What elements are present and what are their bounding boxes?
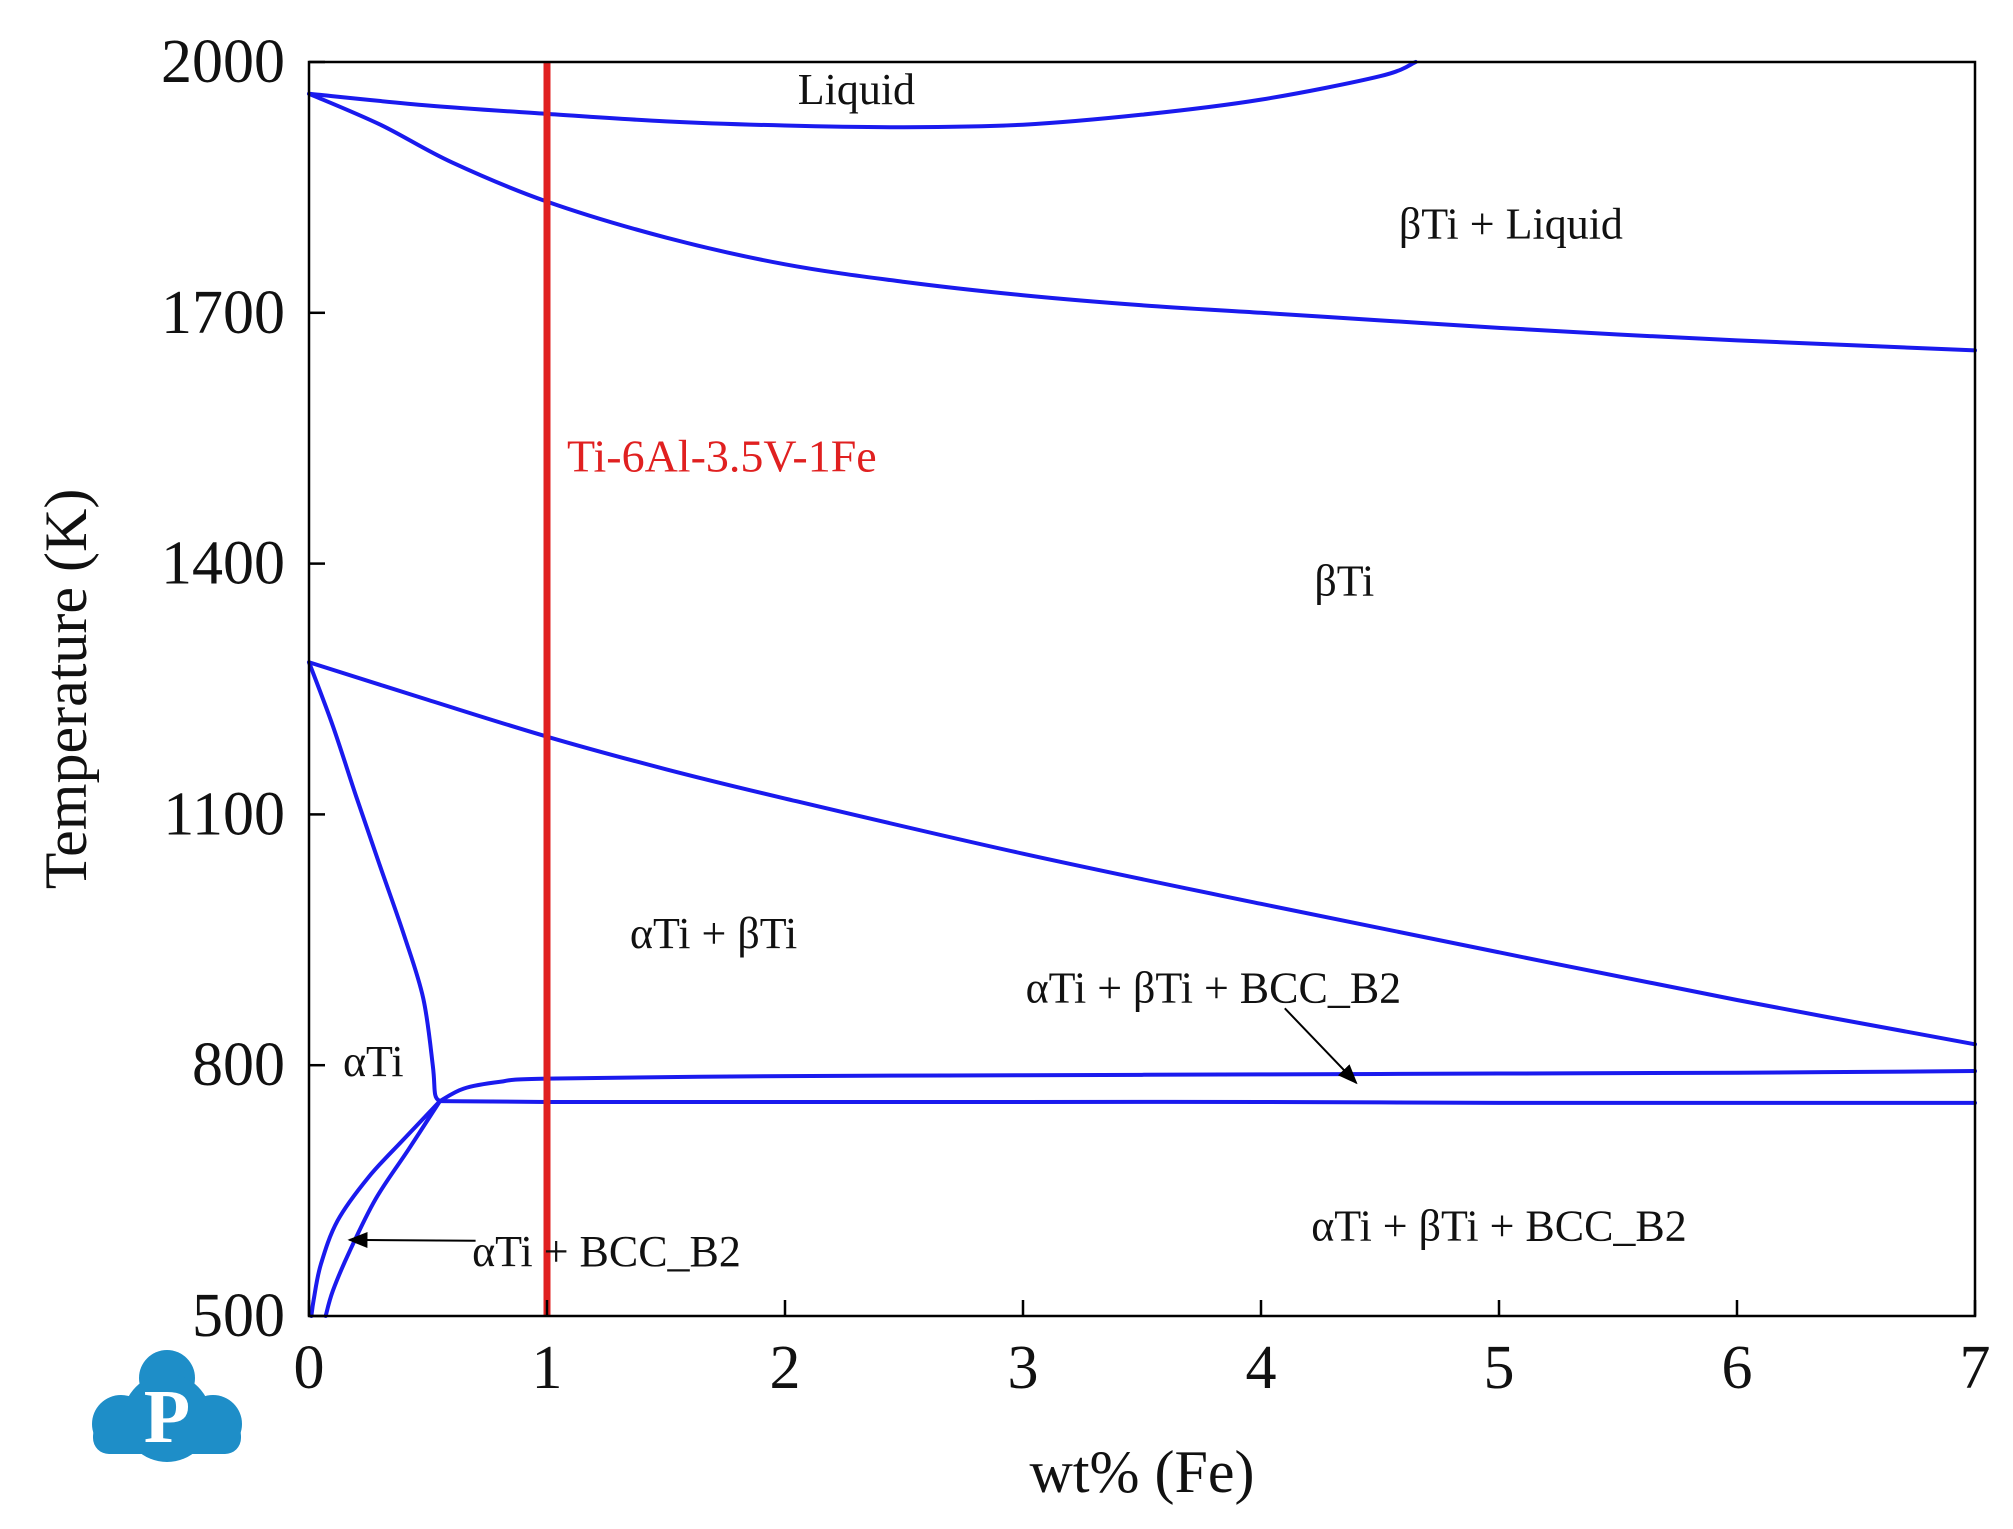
x-tick-label: 2 bbox=[770, 1334, 801, 1402]
y-axis-ticks: 500 800 1100 1400 1700 2000 bbox=[161, 28, 325, 1350]
alloy-composition-line: Ti-6Al-3.5V-1Fe bbox=[543, 62, 877, 1316]
region-label: αTi + βTi + BCC_B2 bbox=[1311, 1202, 1687, 1251]
y-tick-label: 2000 bbox=[161, 28, 285, 96]
region-label: βTi bbox=[1314, 556, 1374, 605]
x-tick-label: 5 bbox=[1484, 1334, 1515, 1402]
annotation-arrow bbox=[1284, 1007, 1358, 1085]
y-tick-label: 500 bbox=[192, 1282, 285, 1350]
region-label: αTi + βTi + BCC_B2 bbox=[1026, 963, 1402, 1012]
plot-frame bbox=[307, 60, 1977, 1318]
y-tick-label: 1100 bbox=[163, 780, 285, 848]
annotation-arrow bbox=[347, 1232, 476, 1249]
x-axis-title: wt% (Fe) bbox=[1030, 1439, 1255, 1505]
phase-boundary-6 bbox=[309, 1099, 442, 1318]
region-label: βTi + Liquid bbox=[1399, 199, 1623, 248]
phase-boundary-0 bbox=[307, 60, 1418, 130]
phase-boundary-lines bbox=[307, 60, 1977, 1318]
x-tick-label: 3 bbox=[1008, 1334, 1039, 1402]
annotation-arrows bbox=[347, 1007, 1358, 1249]
region-label: αTi bbox=[343, 1037, 404, 1086]
y-tick-label: 1400 bbox=[161, 530, 285, 598]
x-axis-ticks: 0 1 2 3 4 5 6 7 bbox=[294, 1300, 1991, 1402]
phase-region-labels: Liquid βTi + Liquid βTi αTi + βTi αTi + βTi … bbox=[343, 65, 1687, 1276]
x-tick-label: 6 bbox=[1722, 1334, 1753, 1402]
y-tick-label: 1700 bbox=[161, 279, 285, 347]
y-tick-label: 800 bbox=[192, 1031, 285, 1099]
x-tick-label: 4 bbox=[1246, 1334, 1277, 1402]
x-tick-label: 1 bbox=[532, 1334, 563, 1402]
x-tick-label: 7 bbox=[1960, 1334, 1991, 1402]
x-tick-label: 0 bbox=[294, 1334, 325, 1402]
region-label: αTi + BCC_B2 bbox=[472, 1227, 741, 1276]
y-axis-title: Temperature (K) bbox=[33, 489, 99, 890]
phase-boundary-2 bbox=[307, 660, 1977, 1047]
phase-boundary-4 bbox=[437, 1069, 1977, 1104]
software-logo-icon: P bbox=[92, 1350, 242, 1462]
phase-boundary-1 bbox=[307, 91, 1977, 353]
alloy-line-label: Ti-6Al-3.5V-1Fe bbox=[567, 431, 877, 482]
phase-boundary-7 bbox=[323, 1099, 442, 1318]
region-label: αTi + βTi bbox=[630, 909, 797, 958]
region-label: Liquid bbox=[798, 65, 915, 114]
phase-boundary-3 bbox=[307, 660, 442, 1104]
svg-text:P: P bbox=[144, 1375, 190, 1459]
phase-boundary-5 bbox=[437, 1099, 1977, 1105]
